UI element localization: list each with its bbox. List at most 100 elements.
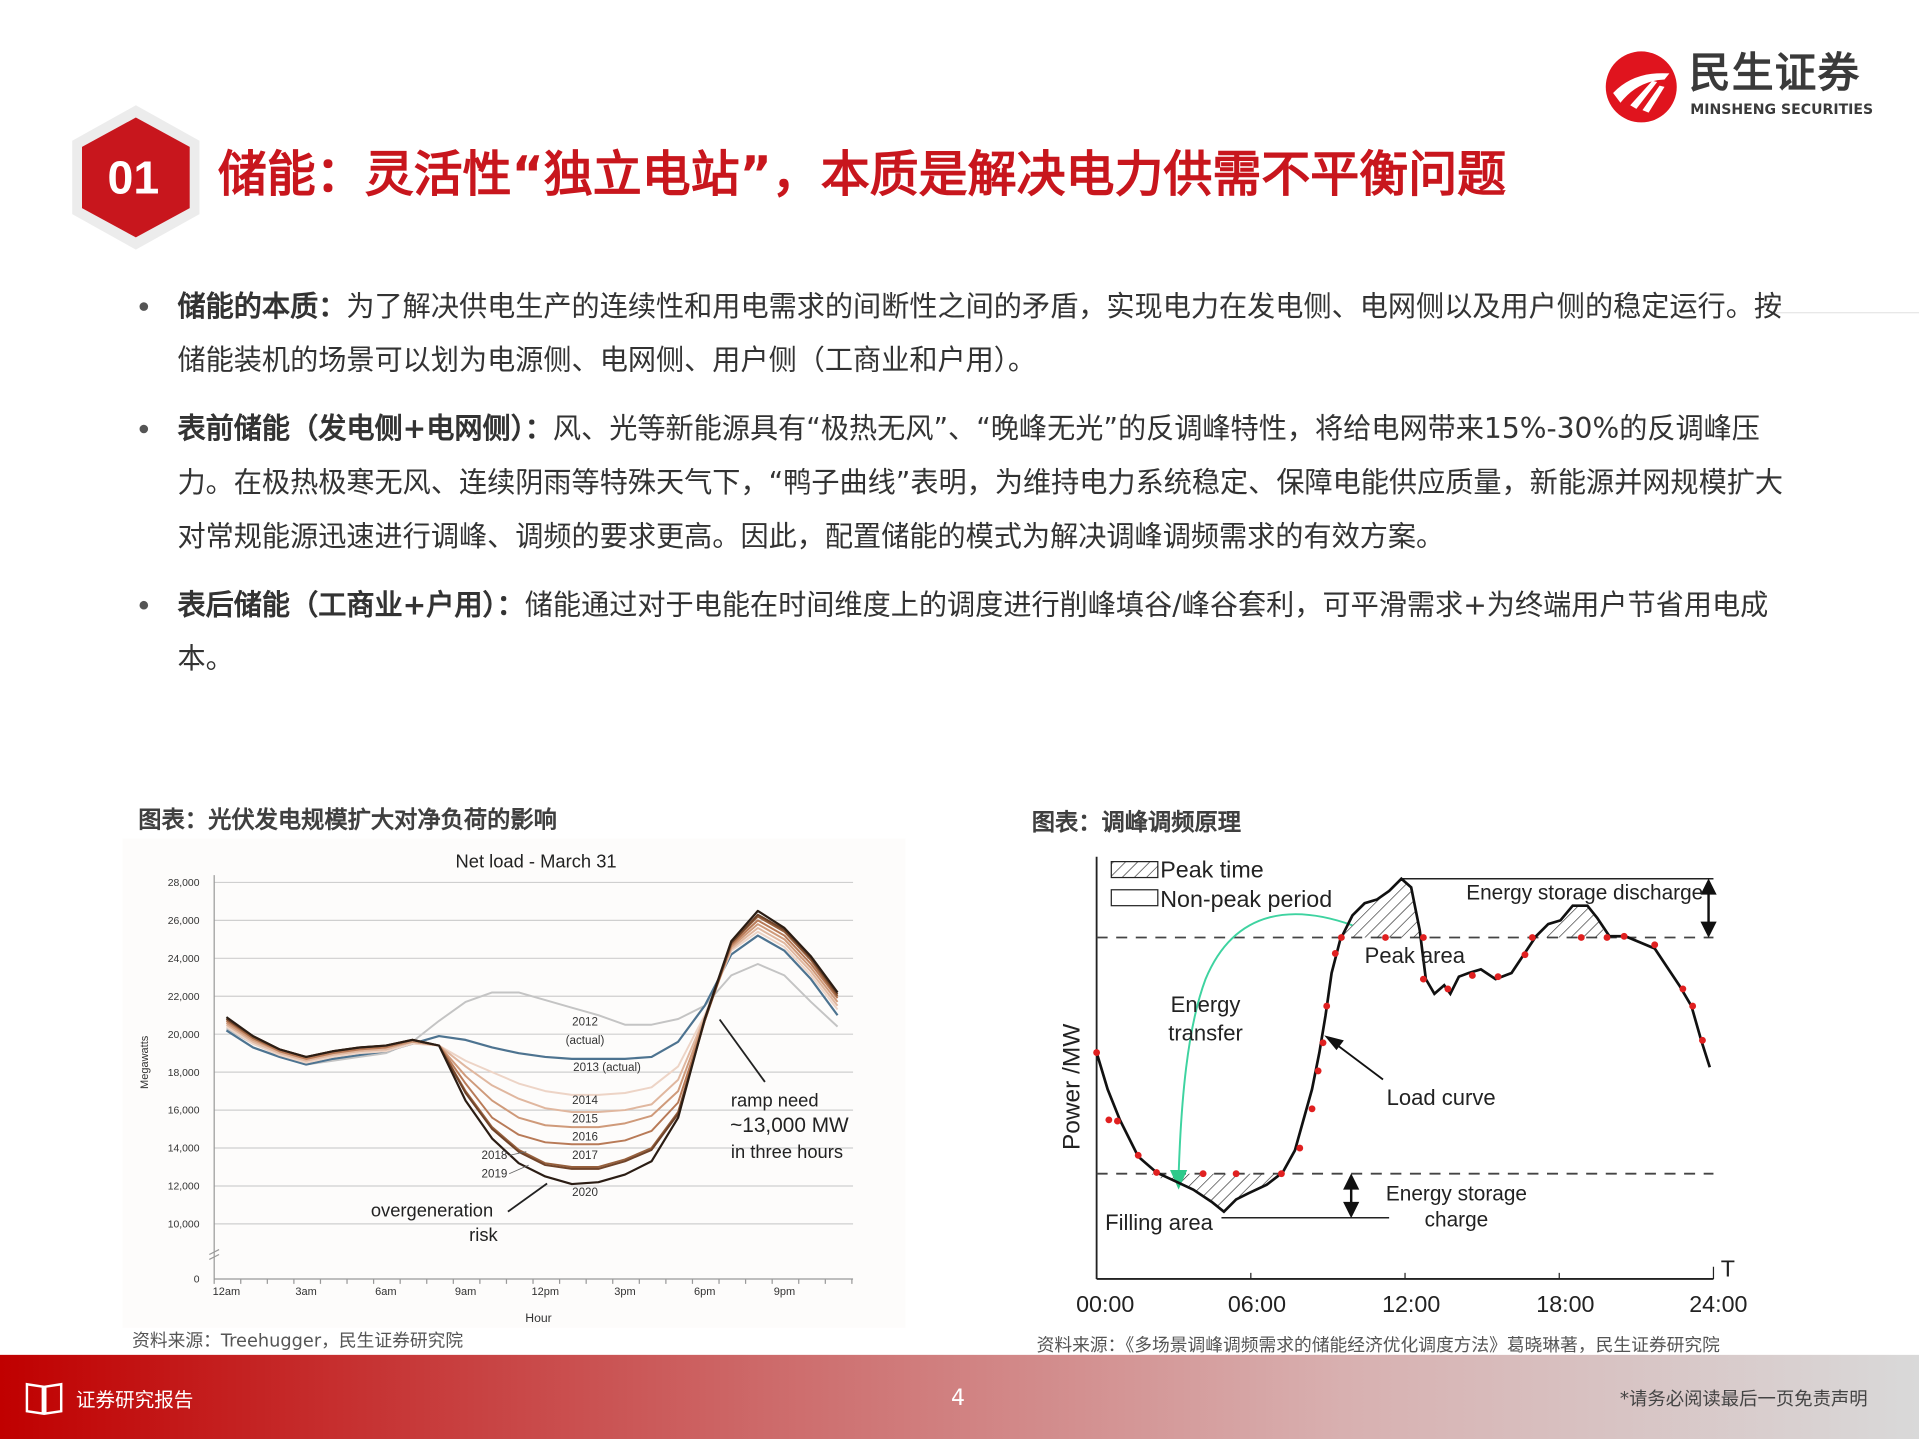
- bullet-lead: 储能的本质：: [177, 291, 347, 324]
- y-axis-label: Power /MW: [1058, 1023, 1085, 1150]
- x-tick-label: 6am: [375, 1286, 396, 1298]
- load-curve-pointer: [1333, 1042, 1384, 1081]
- xtick: 24:00: [1689, 1291, 1747, 1317]
- page-number: 4: [950, 1385, 965, 1412]
- sample-point: [1620, 932, 1628, 940]
- sample-point: [1468, 972, 1476, 979]
- legend-peak-swatch: [1110, 861, 1159, 879]
- label-2014: 2014: [572, 1094, 598, 1107]
- charge-label-2: charge: [1425, 1208, 1489, 1231]
- book-icon: [25, 1382, 63, 1416]
- x-tick-label: 3pm: [614, 1286, 635, 1298]
- sample-point: [1577, 934, 1585, 941]
- x-tick-label: 12pm: [532, 1286, 560, 1298]
- arrow-head-icon: [1170, 1170, 1188, 1190]
- sample-point: [1689, 1002, 1697, 1010]
- bullet-dot: [139, 600, 149, 610]
- overgen-pointer: [507, 1182, 548, 1213]
- bullet-list: 储能的本质：为了解决供电生产的连续性和用电需求的间断性之间的矛盾，实现电力在发电…: [139, 280, 1793, 701]
- sample-point: [1603, 934, 1611, 941]
- overgen-label-2: risk: [469, 1224, 498, 1245]
- arrow-head-icon: [1324, 1035, 1344, 1051]
- x-axis-end-label: T: [1721, 1256, 1735, 1282]
- label-2019: 2019: [482, 1167, 508, 1180]
- section-number: 01: [108, 151, 160, 203]
- y-tick-label: 14,000: [168, 1144, 200, 1155]
- section-number-badge: 01: [72, 105, 200, 250]
- series-line-2014: [225, 930, 839, 1096]
- x-tick-label: 3am: [295, 1286, 316, 1298]
- peak-shaving-diagram: T 00:00 06:00 12:00 18:00 24:00 Power /M…: [1058, 857, 1747, 1317]
- peak-area-hatch: [1535, 905, 1607, 938]
- bullet-text: 储能通过对于电能在时间维度上的调度进行削峰填谷/峰谷套利，可平滑需求+为终端用户…: [177, 589, 1769, 676]
- sample-point: [1105, 1116, 1113, 1124]
- y-tick-label: 26,000: [168, 916, 200, 927]
- footer-label: 证券研究报告: [75, 1387, 194, 1412]
- discharge-label: Energy storage discharge: [1466, 882, 1703, 905]
- sample-point: [1337, 934, 1345, 941]
- sample-point: [1153, 1169, 1161, 1176]
- sample-point: [1494, 973, 1502, 981]
- sample-point: [1419, 975, 1427, 983]
- axis-break-icon: [209, 1249, 220, 1260]
- label-2013: 2013 (actual): [573, 1061, 641, 1074]
- label-2012-sub: (actual): [566, 1034, 605, 1047]
- bullet-dot: [139, 424, 149, 434]
- series-line-2013: [225, 934, 839, 1066]
- pointer-2018: [509, 1151, 527, 1156]
- sample-point: [1444, 985, 1452, 993]
- bullet-front-of-meter: 表前储能（发电侧+电网侧）：风、光等新能源具有“极热无风”、“晚峰无光”的反调峰…: [139, 403, 1793, 565]
- sample-point: [1679, 985, 1687, 993]
- sample-point: [1319, 1039, 1327, 1047]
- y-tick-label: 0: [194, 1275, 200, 1286]
- energy-transfer-label: Energy: [1171, 992, 1241, 1017]
- xtick: 00:00: [1076, 1291, 1134, 1317]
- ramp-label-2: ~13,000 MW: [730, 1114, 849, 1137]
- energy-transfer-label-2: transfer: [1168, 1020, 1243, 1045]
- load-curve-label: Load curve: [1387, 1085, 1496, 1110]
- y-tick-label: 12,000: [168, 1182, 200, 1193]
- sample-point: [1232, 1170, 1240, 1178]
- sample-point: [1528, 934, 1536, 941]
- peak-area-hatch: [1340, 878, 1421, 938]
- series-line-2015: [225, 926, 839, 1113]
- sample-point: [1308, 1105, 1316, 1113]
- figure-left-source: 资料来源：Treehugger，民生证券研究院: [132, 1331, 464, 1352]
- legend-nonpeak-label: Non-peak period: [1160, 886, 1332, 912]
- brand-name-cn: 民生证券: [1688, 48, 1861, 98]
- bullet-lead: 表前储能（发电侧+电网侧）：: [177, 413, 553, 446]
- label-2016: 2016: [572, 1131, 598, 1144]
- sample-point: [1314, 1067, 1322, 1075]
- ramp-label: ramp need: [731, 1089, 819, 1110]
- divider: [1774, 312, 1919, 314]
- disclaimer: *请务必阅读最后一页免责声明: [1619, 1387, 1868, 1410]
- minsheng-logo-icon: [1605, 51, 1677, 123]
- y-axis-label: Megawatts: [139, 1035, 151, 1089]
- sample-point: [1113, 1117, 1121, 1125]
- series-line-2020: [225, 909, 839, 1186]
- xtick: 12:00: [1382, 1291, 1440, 1317]
- legend-nonpeak-swatch: [1110, 889, 1159, 907]
- sample-point: [1277, 1170, 1285, 1178]
- figure-right-source: 资料来源：《多场景调峰调频需求的储能经济优化调度方法》葛晓琳著，民生证券研究院: [1036, 1336, 1720, 1357]
- net-load-chart: 0 10,000 12,000 14,000 16,000 18,000 20,000 22,…: [122, 838, 906, 1328]
- ramp-pointer: [718, 1018, 766, 1083]
- sample-point: [1699, 1036, 1706, 1044]
- y-tick-label: 18,000: [168, 1068, 200, 1079]
- sample-point: [1382, 934, 1389, 941]
- bullet-behind-meter: 表后储能（工商业+户用）：储能通过对于电能在时间维度上的调度进行削峰填谷/峰谷套…: [139, 579, 1793, 687]
- label-2017: 2017: [572, 1149, 598, 1162]
- pointer-2019: [508, 1164, 529, 1175]
- sample-point: [1134, 1151, 1142, 1159]
- figure-left-caption: 图表：光伏发电规模扩大对净负荷的影响: [138, 806, 557, 834]
- bullet-essence: 储能的本质：为了解决供电生产的连续性和用电需求的间断性之间的矛盾，实现电力在发电…: [139, 280, 1793, 388]
- energy-transfer-arrow: [1177, 913, 1353, 1175]
- sample-point: [1521, 951, 1529, 959]
- footer-bar: [0, 1354, 1919, 1439]
- y-tick-label: 24,000: [168, 954, 200, 965]
- y-tick-label: 20,000: [168, 1030, 200, 1041]
- label-2015: 2015: [572, 1112, 598, 1125]
- series-line-2012: [225, 963, 839, 1066]
- chart-title: Net load - March 31: [456, 851, 617, 872]
